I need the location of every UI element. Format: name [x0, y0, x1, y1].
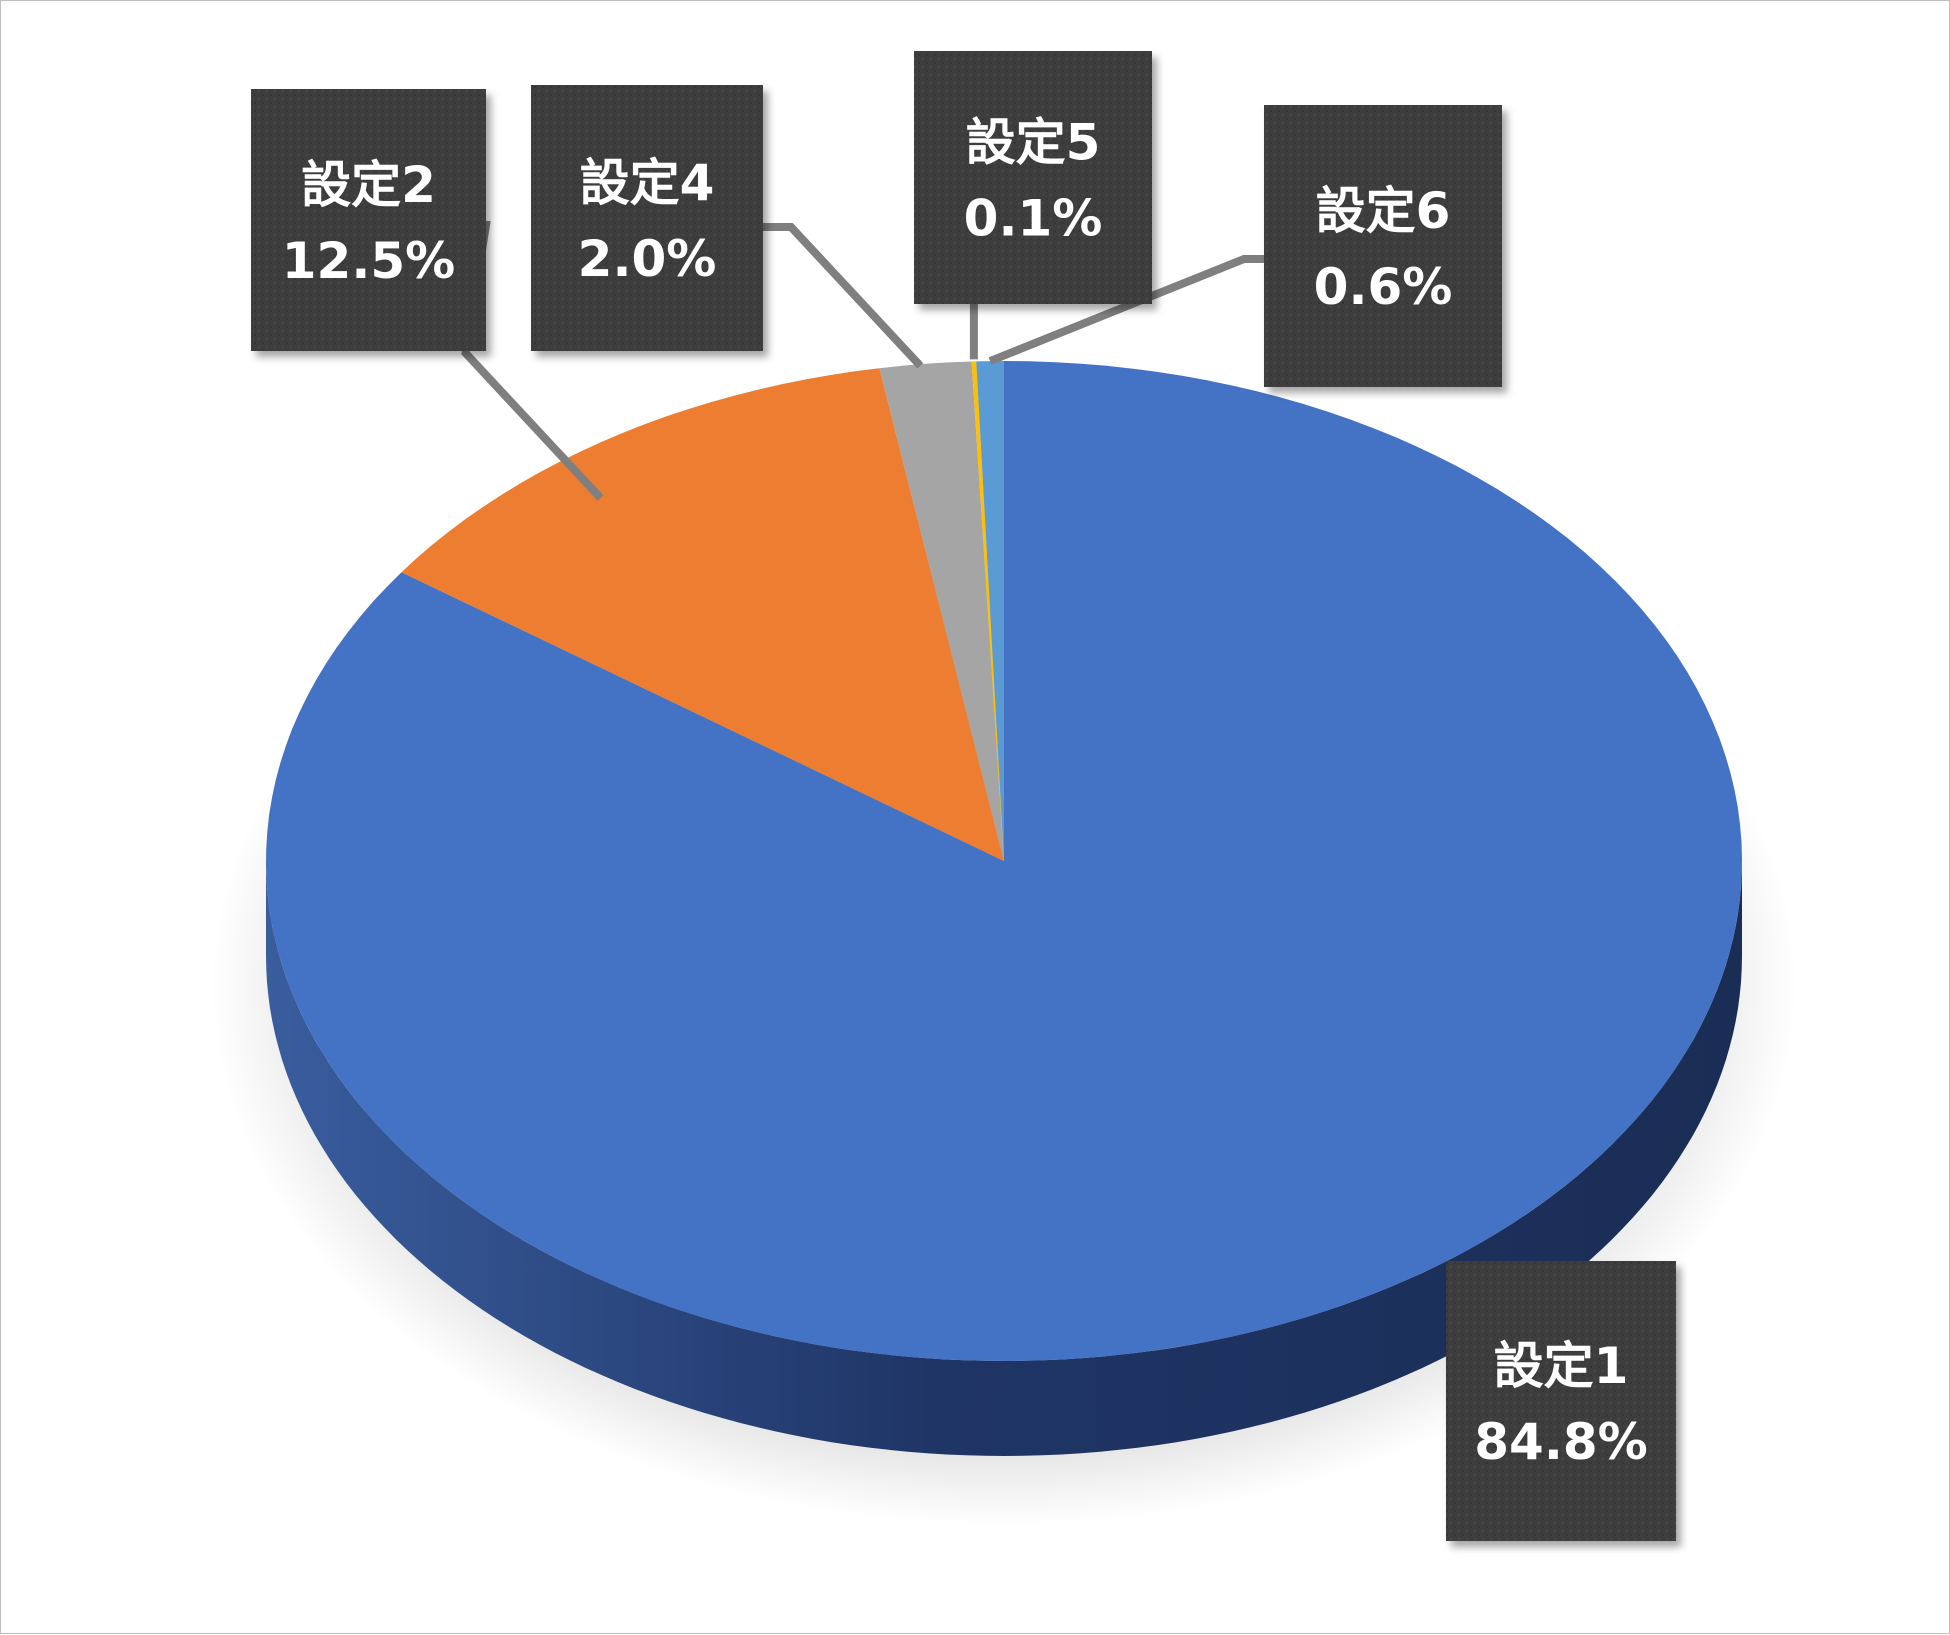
- pie-side-face: [266, 861, 1742, 1456]
- pie-slice-設定2: [401, 368, 1004, 861]
- data-label-box: [531, 85, 763, 351]
- data-label-box: [914, 51, 1152, 304]
- pie-slice-設定4: [879, 361, 1004, 861]
- data-label-category: 設定4: [580, 154, 715, 212]
- data-label-percent: 2.0%: [578, 230, 717, 288]
- data-label-設定6: 設定6 0.6%: [1264, 105, 1502, 387]
- data-label-category: 設定6: [1316, 182, 1451, 240]
- data-label-category: 設定1: [1494, 1337, 1629, 1395]
- pie-slice-設定6: [976, 361, 1004, 861]
- data-label-category: 設定5: [966, 114, 1101, 172]
- data-label-percent: 12.5%: [282, 232, 455, 290]
- data-label-category: 設定2: [301, 156, 436, 214]
- data-label-percent: 84.8%: [1474, 1413, 1647, 1471]
- data-label-percent: 0.6%: [1314, 258, 1453, 316]
- pie-slices: [266, 361, 1742, 1361]
- leader-line-設定6: [988, 255, 1271, 365]
- pie-side-wall: [266, 861, 1742, 1456]
- data-label-設定4: 設定4 2.0%: [531, 85, 763, 351]
- data-labels: 設定1 84.8% 設定2 12.5% 設定4 2.0% 設定5 0.1% 設定6 0.6%: [251, 51, 1676, 1541]
- data-label-設定2: 設定2 12.5%: [251, 89, 486, 351]
- data-label-percent: 0.1%: [964, 190, 1103, 248]
- data-label-box: [1264, 105, 1502, 387]
- leader-line-設定4: [763, 223, 924, 369]
- data-label-設定5: 設定5 0.1%: [914, 51, 1152, 304]
- data-label-設定1: 設定1 84.8%: [1446, 1261, 1676, 1541]
- pie-slice-設定5: [971, 361, 1004, 861]
- data-label-box: [251, 89, 486, 351]
- data-label-box: [1446, 1261, 1676, 1541]
